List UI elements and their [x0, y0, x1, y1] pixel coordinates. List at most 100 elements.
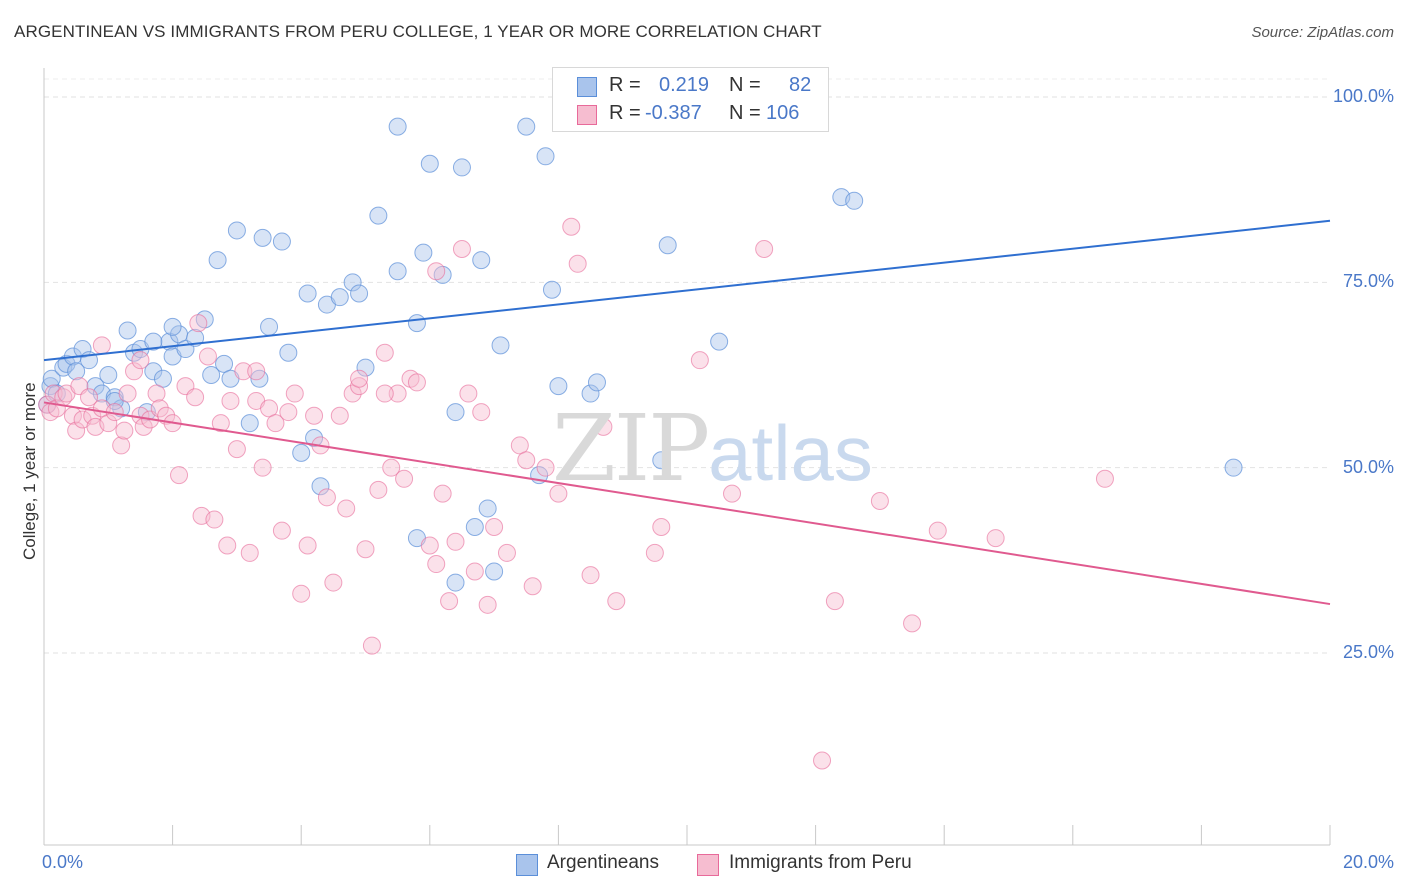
- bottom-legend-swatch-argentineans: [516, 854, 538, 876]
- data-point-peru: [44, 384, 63, 403]
- data-point-argentineans: [420, 154, 439, 173]
- y-tick-label: 50.0%: [1342, 456, 1394, 477]
- data-point-peru: [337, 499, 356, 518]
- series-immigrants-from-peru: [38, 217, 1114, 770]
- data-point-peru: [221, 391, 240, 410]
- data-point-peru: [813, 751, 832, 770]
- data-point-peru: [986, 529, 1005, 548]
- series-argentineans: [38, 88, 1243, 592]
- data-point-argentineans: [118, 321, 137, 340]
- data-point-argentineans: [478, 499, 497, 518]
- data-point-peru: [115, 421, 134, 440]
- data-point-peru: [549, 484, 568, 503]
- data-point-peru: [472, 403, 491, 422]
- legend-r-value: -0.387: [645, 102, 702, 124]
- data-point-peru: [382, 458, 401, 477]
- data-point-argentineans: [153, 369, 172, 388]
- data-point-peru: [324, 573, 343, 592]
- data-point-argentineans: [542, 280, 561, 299]
- data-point-peru: [253, 458, 272, 477]
- data-point-peru: [870, 492, 889, 511]
- data-point-peru: [485, 517, 504, 536]
- data-point-argentineans: [517, 117, 536, 136]
- data-point-peru: [279, 403, 298, 422]
- data-point-peru: [510, 436, 529, 455]
- y-tick-label: 100.0%: [1332, 86, 1394, 106]
- data-point-peru: [343, 384, 362, 403]
- data-point-peru: [150, 399, 169, 418]
- source-label: Source: ZipAtlas.com: [1251, 24, 1394, 41]
- data-point-argentineans: [485, 562, 504, 581]
- data-point-peru: [356, 540, 375, 559]
- legend-r-value: 0.219: [659, 74, 710, 96]
- data-point-argentineans: [298, 284, 317, 303]
- legend-swatch-pink: [577, 105, 597, 125]
- data-point-argentineans: [305, 429, 324, 448]
- data-point-peru: [395, 469, 414, 488]
- data-point-peru: [478, 595, 497, 614]
- data-point-peru: [497, 543, 516, 562]
- data-point-peru: [825, 592, 844, 611]
- legend-n-value: 106: [766, 102, 800, 124]
- trend-lines: [43, 219, 1331, 606]
- data-point-peru: [517, 451, 536, 470]
- data-point-peru: [594, 417, 613, 436]
- data-point-peru: [562, 217, 581, 236]
- data-point-peru: [285, 384, 304, 403]
- data-point-peru: [928, 521, 947, 540]
- data-point-peru: [240, 543, 259, 562]
- data-point-argentineans: [452, 158, 471, 177]
- legend-row-peru: R = -0.387 N = 106: [553, 101, 828, 129]
- axes: [43, 68, 1331, 846]
- data-point-peru: [227, 440, 246, 459]
- data-point-peru: [80, 388, 99, 407]
- data-point-argentineans: [144, 332, 163, 351]
- data-point-argentineans: [1224, 458, 1243, 477]
- y-axis-label: College, 1 year or more: [20, 382, 39, 560]
- data-point-argentineans: [549, 377, 568, 396]
- data-point-peru: [118, 384, 137, 403]
- data-point-peru: [186, 388, 205, 407]
- data-point-peru: [260, 399, 279, 418]
- x-tick-label-min: 0.0%: [42, 852, 84, 872]
- data-point-peru: [723, 484, 742, 503]
- data-point-peru: [205, 510, 224, 529]
- data-point-argentineans: [292, 443, 311, 462]
- data-point-peru: [446, 532, 465, 551]
- data-point-peru: [903, 614, 922, 633]
- data-point-argentineans: [240, 414, 259, 433]
- legend-swatch-blue: [577, 77, 597, 97]
- data-point-argentineans: [343, 273, 362, 292]
- y-tick-label: 75.0%: [1342, 271, 1394, 292]
- watermark: ZIPatlas: [552, 395, 873, 502]
- data-point-peru: [247, 362, 266, 381]
- data-point-peru: [581, 566, 600, 585]
- data-point-peru: [362, 636, 381, 655]
- data-point-argentineans: [472, 251, 491, 270]
- data-point-argentineans: [369, 206, 388, 225]
- data-point-argentineans: [845, 191, 864, 210]
- legend-row-argentineans: R = 0.219 N = 82: [553, 73, 828, 101]
- data-point-argentineans: [356, 358, 375, 377]
- data-point-peru: [645, 543, 664, 562]
- data-point-peru: [607, 592, 626, 611]
- data-point-peru: [427, 262, 446, 281]
- data-point-peru: [292, 584, 311, 603]
- legend-r-label: R =: [609, 74, 641, 96]
- legend-r-label: R =: [609, 102, 641, 124]
- data-point-peru: [170, 466, 189, 485]
- data-point-argentineans: [215, 354, 234, 373]
- data-point-argentineans: [272, 232, 291, 251]
- x-tick-label-max: 20.0%: [1342, 852, 1394, 872]
- data-point-argentineans: [253, 228, 272, 247]
- data-point-peru: [125, 362, 144, 381]
- data-point-argentineans: [73, 340, 92, 359]
- data-point-peru: [234, 362, 253, 381]
- data-point-argentineans: [446, 573, 465, 592]
- data-point-peru: [536, 458, 555, 477]
- data-point-peru: [755, 239, 774, 258]
- data-point-argentineans: [99, 366, 118, 384]
- legend-n-label: N =: [729, 102, 761, 124]
- data-point-argentineans: [658, 236, 677, 255]
